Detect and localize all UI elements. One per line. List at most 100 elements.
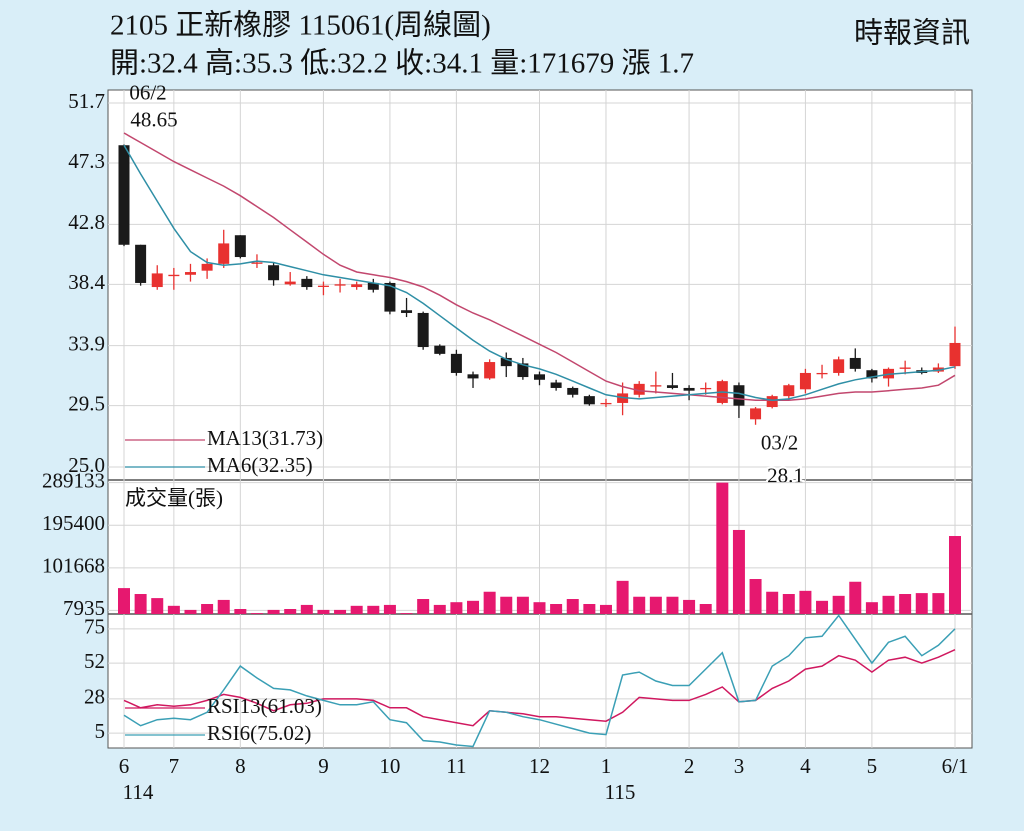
y-tick-label: 28 [84, 685, 105, 709]
candle-body [317, 285, 329, 287]
volume-bar [367, 605, 380, 614]
legend-label: RSI13(61.03) [207, 694, 322, 718]
candle-body [500, 357, 512, 367]
x-tick-label: 2 [684, 754, 695, 778]
x-tick-label: 7 [169, 754, 180, 778]
volume-bar [915, 593, 928, 614]
volume-bar [716, 482, 729, 614]
x-tick-label: 3 [734, 754, 745, 778]
y-tick-label: 33.9 [68, 331, 105, 355]
candle-body [218, 243, 230, 264]
volume-bar [383, 604, 396, 614]
y-tick-label: 289133 [42, 468, 105, 492]
candle-body [833, 359, 845, 373]
volume-bar [666, 596, 679, 614]
y-tick-label: 5 [95, 719, 106, 743]
candle-body [750, 408, 762, 420]
y-tick-label: 47.3 [68, 149, 105, 173]
candle-body [417, 312, 429, 348]
y-tick-label: 52 [84, 649, 105, 673]
y-tick-label: 42.8 [68, 210, 105, 234]
annotation-date: 06/2 [129, 80, 166, 104]
volume-bar [433, 604, 446, 614]
volume-bar [766, 591, 779, 614]
candle-body [683, 387, 695, 391]
candle-body [234, 235, 246, 258]
annotation-value: 48.65 [130, 107, 177, 131]
x-tick-label-2: 115 [605, 780, 636, 804]
y-tick-label: 101668 [42, 554, 105, 578]
annotation-value: 28.1 [767, 464, 804, 488]
volume-bar [732, 529, 745, 614]
volume-bar [882, 595, 895, 614]
volume-bar [217, 599, 230, 614]
line-series [123, 132, 956, 401]
y-tick-label: 7935 [63, 596, 105, 620]
volume-bar [633, 596, 646, 614]
volume-bar [683, 599, 696, 614]
y-tick-label: 29.5 [68, 391, 105, 415]
volume-bar [550, 604, 563, 614]
x-tick-label: 12 [529, 754, 550, 778]
summary: 開:32.4 高:35.3 低:32.2 收:34.1 量:171679 漲 1… [110, 47, 694, 80]
volume-bar [134, 594, 147, 614]
volume-bar [599, 604, 612, 614]
panel-title: 成交量(張) [125, 486, 223, 510]
candle-body [367, 282, 379, 290]
x-tick-label: 4 [800, 754, 811, 778]
y-tick-label: 195400 [42, 511, 105, 535]
volume-bar [500, 596, 513, 614]
candle-body [351, 284, 363, 288]
candle-body [799, 372, 811, 390]
volume-bar [450, 602, 463, 614]
candle-body [633, 383, 645, 395]
candle-body [567, 387, 579, 395]
candle-body [866, 370, 878, 379]
candle-body [268, 265, 280, 281]
volume-bar [300, 604, 313, 614]
candle-body [467, 374, 479, 379]
candle-body [766, 396, 778, 408]
volume-bar [816, 600, 829, 614]
candle-body [284, 281, 296, 285]
volume-bar [782, 594, 795, 614]
volume-bar [350, 605, 363, 614]
line-series [123, 614, 956, 748]
volume-bar [583, 604, 596, 614]
volume-bar [167, 605, 180, 614]
candle-body [517, 363, 529, 378]
candle-body [201, 263, 213, 271]
candle-body [334, 284, 346, 286]
candle-body [251, 262, 263, 264]
candle-body [816, 372, 828, 375]
y-tick-label: 75 [84, 615, 105, 639]
source: 時報資訊 [854, 17, 970, 50]
candle-body [700, 387, 712, 390]
volume-bar [417, 599, 430, 614]
candle-body [301, 278, 313, 288]
volume-bar [151, 598, 164, 614]
candle-body [899, 367, 911, 369]
candle-body [434, 345, 446, 354]
candle-body [583, 396, 595, 405]
volume-bar [865, 602, 878, 614]
volume-bar [899, 594, 912, 614]
x-tick-label: 6/1 [942, 754, 969, 778]
volume-bar [250, 613, 263, 614]
line-series [123, 649, 956, 727]
volume-bar [949, 536, 961, 614]
x-tick-label: 10 [379, 754, 400, 778]
volume-bar [234, 609, 247, 614]
legend-label: MA6(32.35) [207, 453, 313, 477]
y-tick-label: 38.4 [68, 270, 105, 294]
volume-bar [749, 579, 762, 614]
candle-body [450, 353, 462, 373]
volume-bar [267, 609, 280, 614]
candle-body [783, 385, 795, 397]
line-series [123, 144, 956, 401]
y-tick-label: 51.7 [68, 89, 105, 113]
volume-bar [533, 602, 546, 614]
volume-bar [616, 580, 629, 614]
